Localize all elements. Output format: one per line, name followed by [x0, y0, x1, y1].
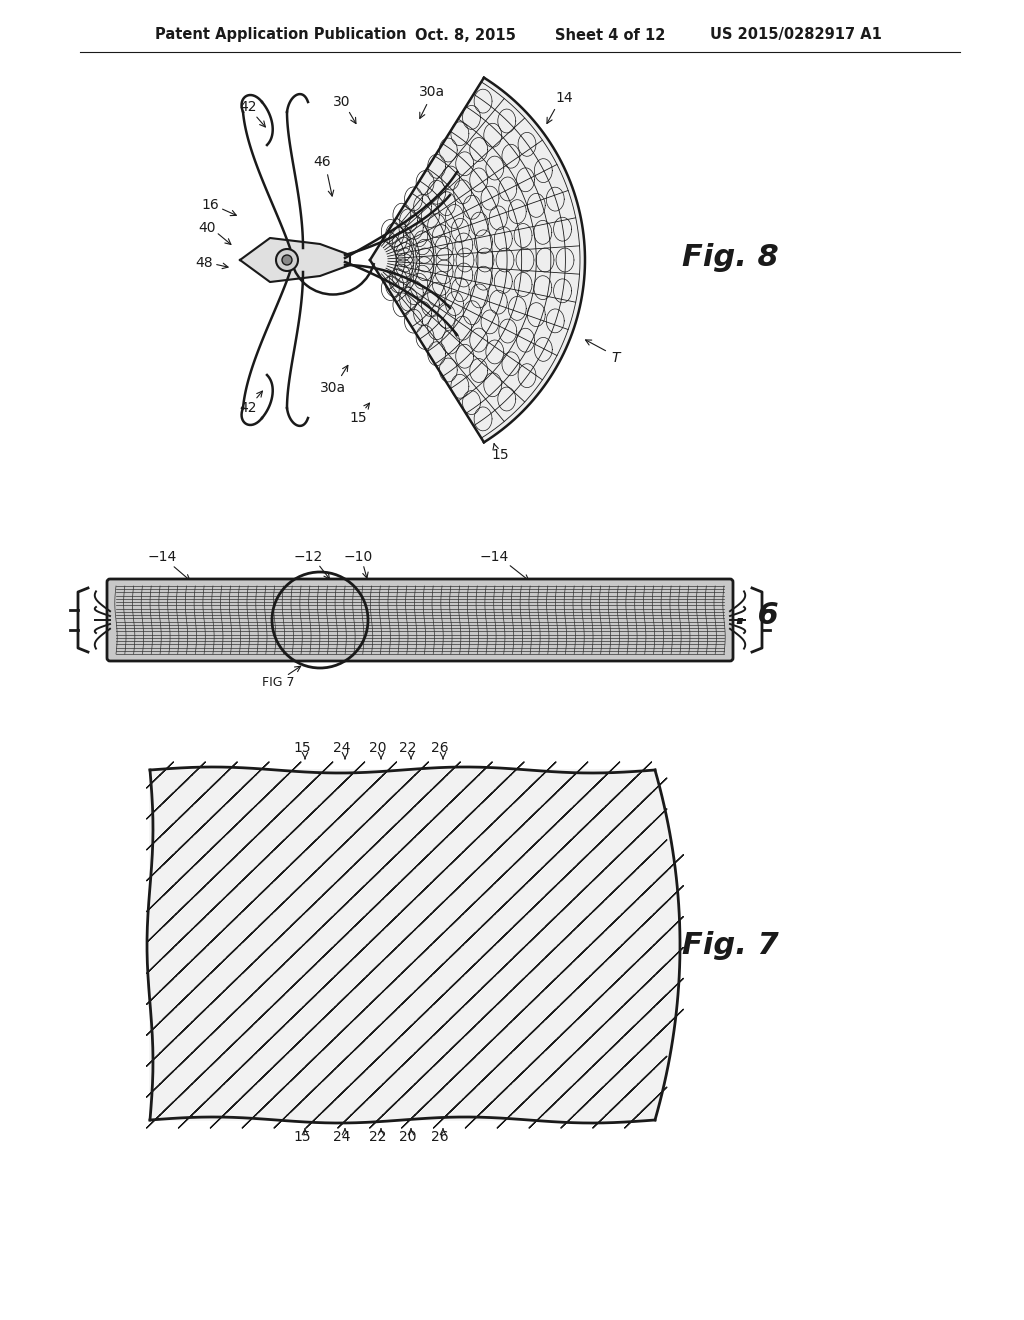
Text: US 2015/0282917 A1: US 2015/0282917 A1	[710, 28, 882, 42]
Text: T: T	[611, 351, 621, 366]
Text: Fig. 7: Fig. 7	[682, 931, 778, 960]
Text: 20: 20	[370, 741, 387, 755]
Text: −10: −10	[343, 550, 373, 564]
Text: 42: 42	[240, 401, 257, 414]
Text: 42: 42	[240, 100, 257, 114]
Text: 26: 26	[431, 741, 449, 755]
Text: 46: 46	[313, 154, 331, 169]
Polygon shape	[240, 238, 350, 282]
Text: Patent Application Publication: Patent Application Publication	[155, 28, 407, 42]
FancyBboxPatch shape	[106, 579, 733, 661]
Text: 15: 15	[349, 411, 367, 425]
Text: 15: 15	[293, 1130, 311, 1144]
Text: 30a: 30a	[319, 381, 346, 395]
Circle shape	[276, 249, 298, 271]
Text: −14: −14	[147, 550, 176, 564]
Text: 40: 40	[199, 220, 216, 235]
Text: 30a: 30a	[419, 84, 445, 99]
Text: W: W	[158, 1065, 172, 1078]
Text: 22: 22	[399, 741, 417, 755]
Text: 20: 20	[399, 1130, 417, 1144]
Text: 24: 24	[333, 1130, 351, 1144]
Text: 30: 30	[333, 95, 351, 110]
Polygon shape	[150, 770, 680, 1119]
Text: 22: 22	[370, 1130, 387, 1144]
Text: 26: 26	[431, 1130, 449, 1144]
Text: −14: −14	[479, 550, 509, 564]
Text: Fig. 6: Fig. 6	[682, 601, 778, 630]
Text: 15: 15	[293, 741, 311, 755]
Text: Sheet 4 of 12: Sheet 4 of 12	[555, 28, 666, 42]
Text: 14: 14	[555, 91, 572, 106]
Polygon shape	[370, 78, 585, 442]
Circle shape	[282, 255, 292, 265]
Text: 15: 15	[492, 447, 509, 462]
Text: 48: 48	[196, 256, 213, 271]
Text: −12: −12	[293, 550, 323, 564]
Text: 16: 16	[201, 198, 219, 213]
Text: 24: 24	[333, 741, 351, 755]
Text: Oct. 8, 2015: Oct. 8, 2015	[415, 28, 516, 42]
Text: Fig. 8: Fig. 8	[682, 243, 778, 272]
Text: FIG 7: FIG 7	[262, 676, 294, 689]
